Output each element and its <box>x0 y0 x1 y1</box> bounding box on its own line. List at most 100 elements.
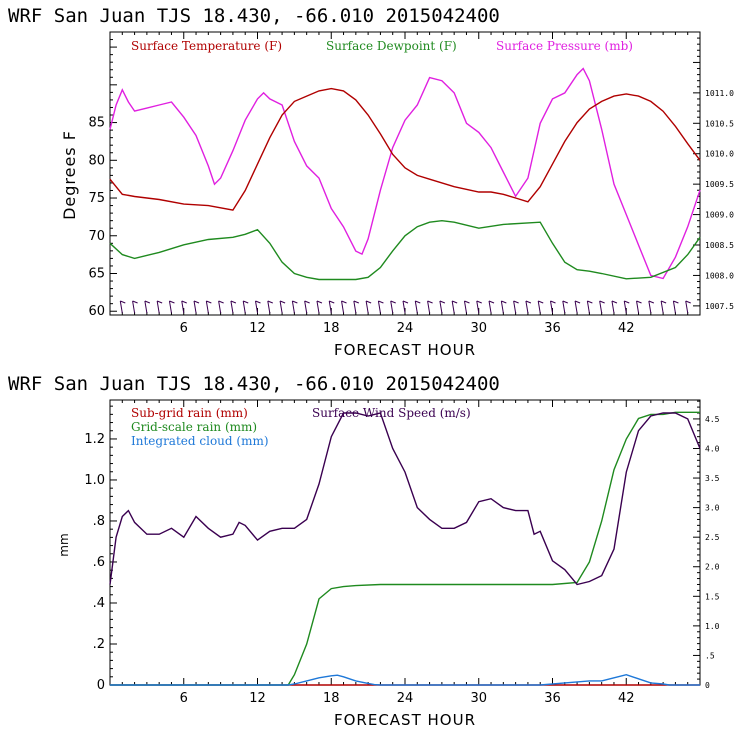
panel2-header: WRF San Juan TJS 18.430, -66.010 2015042… <box>8 373 500 395</box>
x-tick-label: 18 <box>323 691 340 706</box>
precipitation-panel: WRF San Juan TJS 18.430, -66.010 2015042… <box>8 373 720 729</box>
wind-barb-flag <box>624 300 630 304</box>
x-tick-label: 42 <box>618 691 635 706</box>
wind-barb-shaft <box>550 300 553 314</box>
wind-barb-shaft <box>279 300 283 314</box>
wind-barb-flag <box>427 300 433 304</box>
y2-tick-label: 1.5 <box>705 592 720 601</box>
wind-barb-shaft <box>365 300 369 314</box>
wind-barb-shaft <box>623 300 627 314</box>
y-tick-label: 85 <box>88 116 105 131</box>
wind-barb-shaft <box>488 300 492 314</box>
panel2-x-axis-label: FORECAST HOUR <box>334 711 476 729</box>
wind-barb-flag <box>206 300 212 304</box>
surface-pressure-line <box>109 67 701 280</box>
wind-barb-flag <box>329 300 335 304</box>
y2-tick-label: 1009.0 <box>705 211 734 220</box>
wind-barb-shaft <box>205 300 209 314</box>
wind-barb-flag <box>562 300 568 304</box>
wind-barb-flag <box>550 300 556 304</box>
wind-barb-flag <box>390 300 396 304</box>
wind-barb-shaft <box>513 300 517 314</box>
x-tick-label: 6 <box>180 691 188 706</box>
wind-barb-shaft <box>586 300 590 314</box>
wind-barb-shaft <box>291 300 295 314</box>
x-tick-label: 30 <box>470 321 487 336</box>
wind-barb-shaft <box>144 300 148 314</box>
y2-tick-label: 2.0 <box>705 563 720 572</box>
wind-barb-shaft <box>402 300 406 314</box>
wind-barb-flag <box>292 300 298 304</box>
x-tick-label: 24 <box>397 691 414 706</box>
wind-barb-shaft <box>132 300 136 314</box>
x-tick-label: 24 <box>397 321 414 336</box>
wind-barb-flag <box>636 300 642 304</box>
legend-surface-pressure: Surface Pressure (mb) <box>496 39 633 53</box>
wind-barb-shaft <box>660 300 664 314</box>
y2-tick-label: 1011.0 <box>705 89 734 98</box>
temperature-panel: WRF San Juan TJS 18.430, -66.010 2015042… <box>8 5 734 359</box>
wind-barb-flag <box>525 300 532 304</box>
wind-barb-flag <box>341 300 347 304</box>
x-tick-label: 36 <box>544 321 561 336</box>
y2-tick-label: 2.5 <box>705 533 720 542</box>
y2-tick-label: 4.5 <box>705 415 720 424</box>
y-tick-label: 70 <box>88 229 105 244</box>
wind-barb-shaft <box>525 300 529 314</box>
y-tick-label: .4 <box>93 596 105 611</box>
legend-subgrid-rain: Sub-grid rain (mm) <box>131 406 248 420</box>
wind-barb-flag <box>476 300 482 304</box>
wind-barb-flag <box>267 300 273 304</box>
wind-barb-shaft <box>672 300 676 314</box>
y2-tick-label: 1008.0 <box>705 271 734 280</box>
wind-barb-shaft <box>562 300 566 314</box>
wind-barb-flag <box>587 300 593 304</box>
y2-tick-label: 1010.5 <box>705 119 734 128</box>
wind-barb-flag <box>513 300 519 304</box>
wind-barb-flag <box>169 300 175 304</box>
wind-barb-flag <box>660 300 667 304</box>
wind-barb-shaft <box>599 300 603 314</box>
y2-tick-label: 3.5 <box>705 474 720 483</box>
y-tick-label: 1.2 <box>84 432 105 447</box>
legend-surface-dewpoint: Surface Dewpoint (F) <box>326 39 457 53</box>
wind-barb-shaft <box>451 300 455 314</box>
wind-barbs <box>119 300 691 314</box>
y2-tick-label: .5 <box>705 651 715 660</box>
wind-barb-shaft <box>574 300 578 314</box>
wind-barb-flag <box>156 300 163 304</box>
wind-barb-shaft <box>255 300 258 314</box>
wind-barb-flag <box>685 300 691 304</box>
y2-tick-label: 0 <box>705 681 710 690</box>
wind-barb-flag <box>181 300 187 304</box>
x-tick-label: 36 <box>544 691 561 706</box>
wind-barb-shaft <box>414 300 418 314</box>
panel1-header: WRF San Juan TJS 18.430, -66.010 2015042… <box>8 5 500 27</box>
wind-barb-shaft <box>316 300 320 314</box>
wind-barb-shaft <box>218 300 222 314</box>
wind-barb-flag <box>353 300 360 304</box>
wind-barb-flag <box>538 300 544 304</box>
wind-barb-shaft <box>181 300 185 314</box>
wind-barb-shaft <box>119 300 123 314</box>
x-tick-label: 30 <box>470 691 487 706</box>
wind-barb-flag <box>439 300 446 304</box>
wind-barb-shaft <box>341 300 345 314</box>
wind-barb-shaft <box>611 300 615 314</box>
wind-barb-flag <box>144 300 151 304</box>
wind-barb-shaft <box>242 300 246 314</box>
wind-barb-shaft <box>500 300 504 314</box>
legend-surface-temperature: Surface Temperature (F) <box>131 39 282 53</box>
y-tick-label: .2 <box>93 637 105 652</box>
y2-tick-label: 1007.5 <box>705 302 734 311</box>
y-tick-label: .8 <box>93 514 105 529</box>
wind-barb-shaft <box>168 300 172 314</box>
legend-surface-wind-speed: Surface Wind Speed (m/s) <box>312 406 471 420</box>
wind-barb-flag <box>415 300 421 304</box>
y-tick-label: .6 <box>93 555 105 570</box>
wind-barb-shaft <box>390 300 394 314</box>
wind-barb-flag <box>501 300 507 304</box>
x-tick-label: 42 <box>618 321 635 336</box>
legend-integrated-cloud: Integrated cloud (mm) <box>131 434 269 448</box>
wind-barb-shaft <box>648 300 652 314</box>
